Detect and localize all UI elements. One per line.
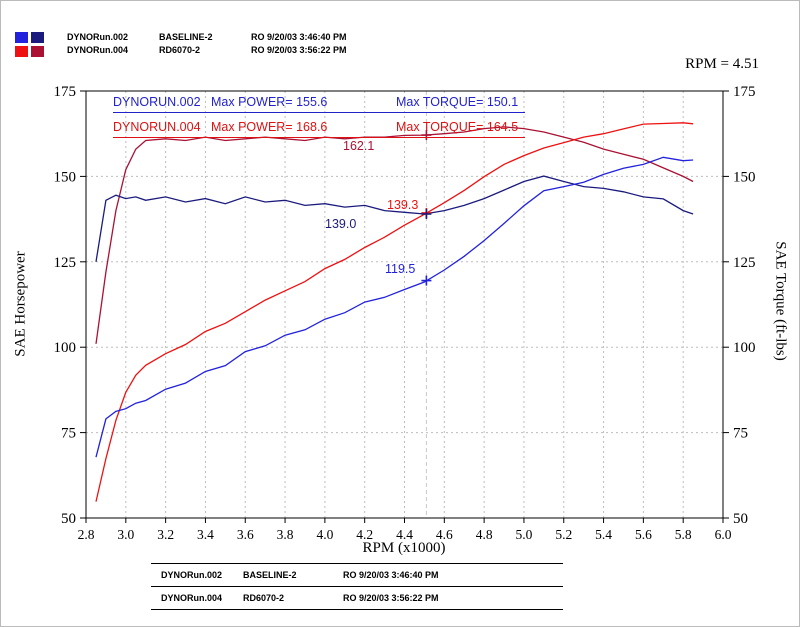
run2-torque-swatch-icon [31, 46, 44, 57]
table-cell-run: DYNORun.004 [161, 593, 223, 603]
legend-run-timestamp: RO 9/20/03 3:46:40 PM [251, 32, 347, 42]
x-tick-label: 2.8 [78, 527, 95, 542]
x-tick-label: 5.0 [516, 527, 533, 542]
table-cell-timestamp: RO 9/20/03 3:46:40 PM [343, 570, 439, 580]
x-tick-label: 3.8 [277, 527, 294, 542]
x-tick-label: 6.0 [715, 527, 732, 542]
run2-power-swatch-icon [15, 46, 28, 57]
annotation-run-label: DYNORUN.004 [113, 120, 201, 134]
cursor-value-label: 119.5 [385, 262, 416, 276]
legend-run-config: RD6070-2 [159, 45, 201, 55]
series-power_002 [95, 156, 694, 458]
annotation-run-label: DYNORUN.002 [113, 95, 201, 109]
x-tick-label: 4.4 [396, 527, 413, 542]
legend-run-timestamp: RO 9/20/03 3:56:22 PM [251, 45, 347, 55]
table-cell-config: RD6070-2 [243, 593, 285, 603]
x-tick-label: 3.2 [157, 527, 174, 542]
x-tick-label: 5.2 [555, 527, 572, 542]
x-tick-label: 3.0 [117, 527, 134, 542]
series-power_004 [95, 122, 694, 502]
legend: DYNORun.002 BASELINE-2 RO 9/20/03 3:46:4… [67, 31, 347, 57]
annotation-max-power: Max POWER= 168.6 [211, 120, 328, 134]
table-cell-run: DYNORun.002 [161, 570, 223, 580]
y-tick-label-left: 100 [54, 340, 77, 356]
max-values-run1: DYNORUN.002 Max POWER= 155.6 Max TORQUE=… [113, 95, 525, 113]
table-row: DYNORun.004 RD6070-2 RO 9/20/03 3:56:22 … [151, 587, 563, 610]
x-tick-label: 3.6 [237, 527, 254, 542]
y-tick-label-right: 50 [733, 511, 748, 527]
x-tick-label: 4.6 [436, 527, 453, 542]
y-tick-label-right: 175 [733, 84, 756, 100]
x-tick-label: 3.4 [197, 527, 214, 542]
right-axis-title: SAE Torque (ft-lbs) [772, 241, 789, 361]
y-tick-label-left: 150 [54, 169, 77, 185]
legend-run-config: BASELINE-2 [159, 32, 213, 42]
legend-run-name: DYNORun.004 [67, 45, 129, 55]
legend-run-name: DYNORun.002 [67, 32, 129, 42]
y-tick-label-right: 100 [733, 340, 756, 356]
cursor-value-label: 162.1 [343, 139, 375, 153]
cursor-value-label: 139.3 [387, 198, 419, 212]
max-values-run2: DYNORUN.004 Max POWER= 168.6 Max TORQUE=… [113, 120, 525, 138]
legend-swatches [15, 32, 44, 57]
table-cell-config: BASELINE-2 [243, 570, 297, 580]
left-axis-title: SAE Horsepower [12, 251, 29, 357]
y-tick-label-right: 125 [733, 255, 756, 271]
run1-power-swatch-icon [15, 32, 28, 43]
plot-frame [85, 90, 724, 519]
legend-row-run2: DYNORun.004 RD6070-2 RO 9/20/03 3:56:22 … [67, 44, 347, 57]
x-tick-label: 4.2 [356, 527, 373, 542]
legend-row-run1: DYNORun.002 BASELINE-2 RO 9/20/03 3:46:4… [67, 31, 347, 44]
y-tick-label-right: 75 [733, 426, 748, 442]
y-tick-label-right: 150 [733, 169, 756, 185]
annotation-max-torque: Max TORQUE= 150.1 [396, 95, 519, 109]
x-tick-label: 4.0 [316, 527, 333, 542]
x-tick-label: 4.8 [476, 527, 493, 542]
x-tick-label: 5.6 [635, 527, 652, 542]
table-row: DYNORun.002 BASELINE-2 RO 9/20/03 3:46:4… [151, 564, 563, 587]
annotation-max-power: Max POWER= 155.6 [211, 95, 328, 109]
y-tick-label-left: 125 [54, 255, 77, 271]
x-tick-label: 5.4 [595, 527, 612, 542]
run1-torque-swatch-icon [31, 32, 44, 43]
x-tick-label: 5.8 [675, 527, 692, 542]
annotation-max-torque: Max TORQUE= 164.5 [396, 120, 519, 134]
rpm-cursor-readout: RPM = 4.51 [685, 56, 759, 72]
x-axis-title: RPM (x1000) [362, 540, 446, 556]
y-tick-label-left: 175 [54, 84, 77, 100]
y-tick-label-left: 75 [61, 426, 76, 442]
y-tick-label-left: 50 [61, 511, 76, 527]
cursor-value-label: 139.0 [325, 217, 357, 231]
series-torque_002 [95, 175, 694, 262]
runs-table: DYNORun.002 BASELINE-2 RO 9/20/03 3:46:4… [151, 563, 563, 610]
table-cell-timestamp: RO 9/20/03 3:56:22 PM [343, 593, 439, 603]
